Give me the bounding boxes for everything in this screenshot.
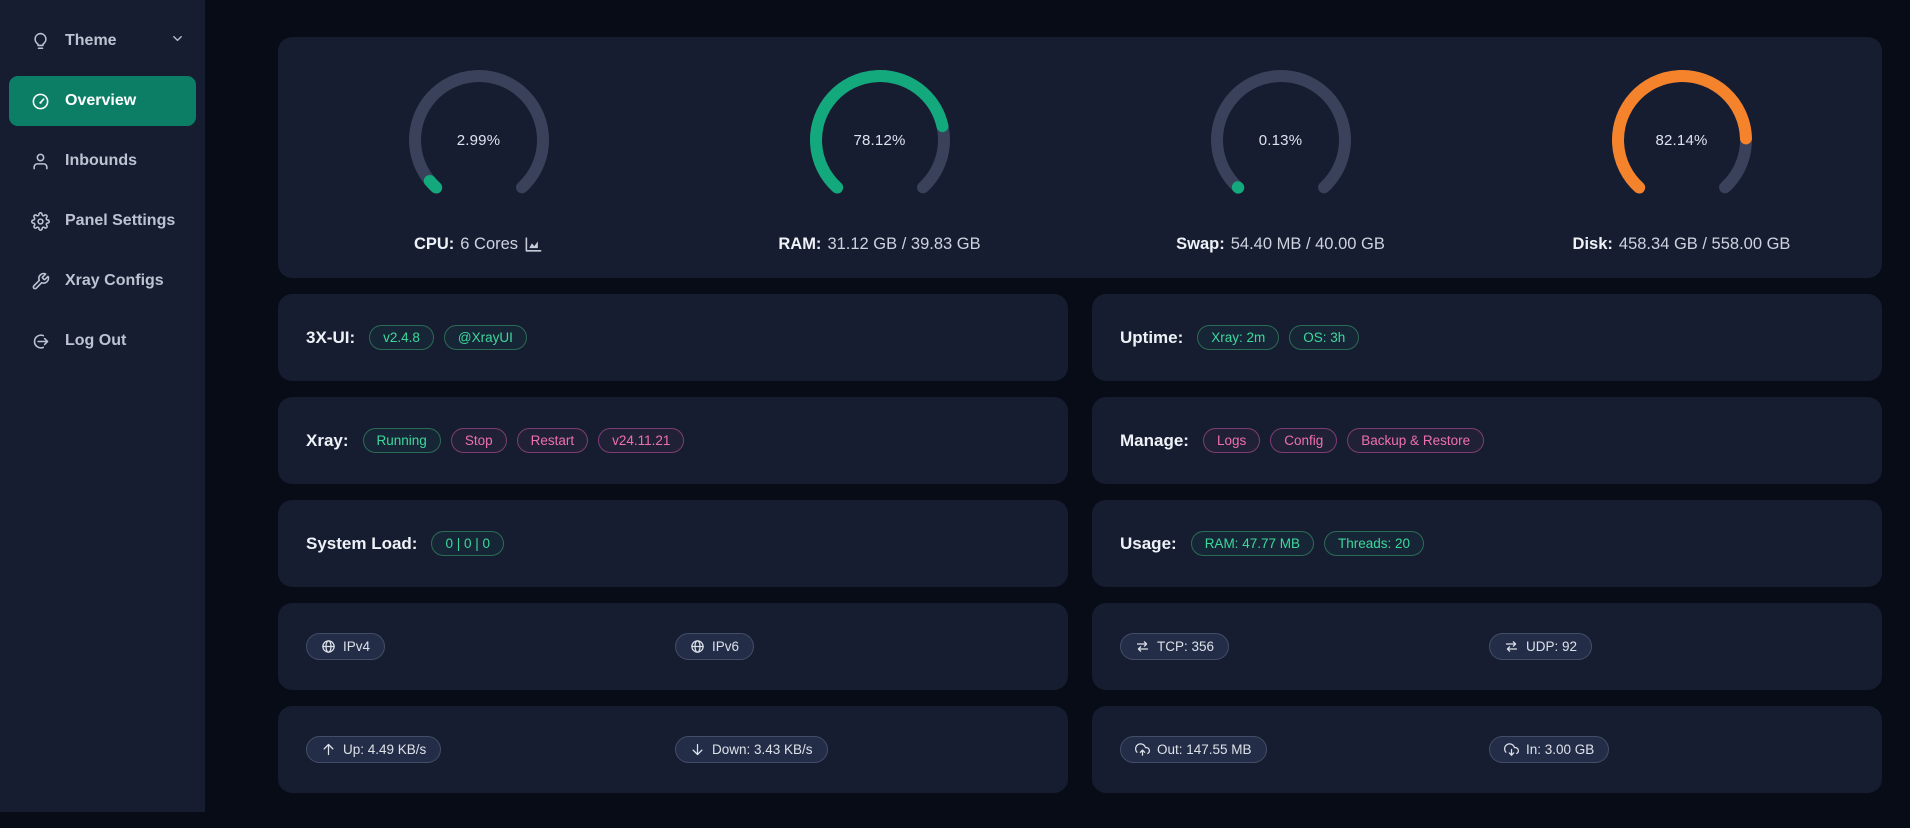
swap-icon xyxy=(1135,639,1150,654)
usage-ram-badge: RAM: 47.77 MB xyxy=(1190,531,1314,556)
sidebar-item-xray-configs[interactable]: Xray Configs xyxy=(0,256,205,306)
uptime-card: Uptime: Xray: 2m OS: 3h xyxy=(1092,294,1882,381)
traffic-in-pill: In: 3.00 GB xyxy=(1489,736,1610,763)
chevron-down-icon xyxy=(170,31,185,51)
network-speed-card: Up: 4.49 KB/s Down: 3.43 KB/s xyxy=(278,706,1068,793)
xui-telegram-badge[interactable]: @XrayUI xyxy=(443,325,527,350)
arrow-down-icon xyxy=(690,742,705,757)
wrench-icon xyxy=(31,272,50,291)
ipv4-pill[interactable]: IPv4 xyxy=(306,633,386,660)
ipv6-pill[interactable]: IPv6 xyxy=(675,633,755,660)
system-load-label: System Load: xyxy=(306,533,418,553)
ip-card: IPv4 IPv6 xyxy=(278,603,1068,690)
system-gauges-card: 2.99% CPU: 6 Cores 78.12% RAM: xyxy=(278,37,1882,278)
traffic-totals-card: Out: 147.55 MB In: 3.00 GB xyxy=(1092,706,1882,793)
logs-button[interactable]: Logs xyxy=(1202,428,1261,453)
sidebar-item-label: Xray Configs xyxy=(65,272,164,289)
disk-gauge: 82.14% Disk: 458.34 GB / 558.00 GB xyxy=(1481,65,1882,278)
sidebar-item-label: Panel Settings xyxy=(65,212,176,229)
usage-label: Usage: xyxy=(1120,533,1177,553)
sidebar: Theme Overview Inbounds Panel Settings X… xyxy=(0,0,205,812)
backup-restore-button[interactable]: Backup & Restore xyxy=(1347,428,1485,453)
cpu-chart-icon[interactable] xyxy=(524,235,543,254)
sidebar-item-log-out[interactable]: Log Out xyxy=(0,316,205,366)
sidebar-item-label: Overview xyxy=(65,92,137,109)
ram-percent: 78.12% xyxy=(853,131,906,149)
swap-gauge: 0.13% Swap: 54.40 MB / 40.00 GB xyxy=(1080,65,1481,278)
bulb-icon xyxy=(31,32,50,51)
cloud-up-icon xyxy=(1135,742,1150,757)
system-load-card: System Load: 0 | 0 | 0 xyxy=(278,500,1068,587)
swap-icon xyxy=(1504,639,1519,654)
globe-icon xyxy=(690,639,705,654)
sidebar-item-theme[interactable]: Theme xyxy=(0,16,205,66)
tcp-count-pill[interactable]: TCP: 356 xyxy=(1120,633,1230,660)
xray-label: Xray: xyxy=(306,430,349,450)
globe-icon xyxy=(321,639,336,654)
connections-card: TCP: 356 UDP: 92 xyxy=(1092,603,1882,690)
xray-running-badge: Running xyxy=(362,428,441,453)
user-icon xyxy=(31,152,50,171)
arrow-up-icon xyxy=(321,742,336,757)
disk-percent: 82.14% xyxy=(1655,131,1708,149)
cloud-down-icon xyxy=(1504,742,1519,757)
xray-stop-button[interactable]: Stop xyxy=(450,428,507,453)
sidebar-item-label: Theme xyxy=(65,32,117,49)
uptime-os-badge: OS: 3h xyxy=(1289,325,1360,350)
sidebar-item-inbounds[interactable]: Inbounds xyxy=(0,136,205,186)
status-rows: 3X-UI: v2.4.8 @XrayUI Uptime: Xray: 2m O… xyxy=(278,294,1882,793)
xui-label: 3X-UI: xyxy=(306,327,356,347)
cpu-label: CPU: 6 Cores xyxy=(414,235,543,254)
logout-icon xyxy=(31,332,50,351)
ram-gauge: 78.12% RAM: 31.12 GB / 39.83 GB xyxy=(679,65,1080,278)
ram-gauge-ring: 78.12% xyxy=(805,65,955,215)
disk-label: Disk: 458.34 GB / 558.00 GB xyxy=(1572,235,1791,253)
traffic-out-pill: Out: 147.55 MB xyxy=(1120,736,1267,763)
uptime-label: Uptime: xyxy=(1120,327,1184,347)
xui-version-card: 3X-UI: v2.4.8 @XrayUI xyxy=(278,294,1068,381)
usage-card: Usage: RAM: 47.77 MB Threads: 20 xyxy=(1092,500,1882,587)
cpu-gauge: 2.99% CPU: 6 Cores xyxy=(278,65,679,278)
swap-gauge-ring: 0.13% xyxy=(1206,65,1356,215)
dashboard-icon xyxy=(31,92,50,111)
cpu-percent: 2.99% xyxy=(456,131,501,149)
sidebar-item-panel-settings[interactable]: Panel Settings xyxy=(0,196,205,246)
xray-restart-button[interactable]: Restart xyxy=(516,428,589,453)
sidebar-item-overview[interactable]: Overview xyxy=(9,76,196,126)
ram-label: RAM: 31.12 GB / 39.83 GB xyxy=(778,235,981,253)
disk-gauge-ring: 82.14% xyxy=(1607,65,1757,215)
udp-count-pill[interactable]: UDP: 92 xyxy=(1489,633,1593,660)
gear-icon xyxy=(31,212,50,231)
upload-speed-pill: Up: 4.49 KB/s xyxy=(306,736,442,763)
sidebar-item-label: Log Out xyxy=(65,332,127,349)
sidebar-item-label: Inbounds xyxy=(65,152,137,169)
usage-threads-badge: Threads: 20 xyxy=(1323,531,1425,556)
manage-label: Manage: xyxy=(1120,430,1189,450)
swap-percent: 0.13% xyxy=(1258,131,1303,149)
swap-label: Swap: 54.40 MB / 40.00 GB xyxy=(1176,235,1385,253)
main-content: 2.99% CPU: 6 Cores 78.12% RAM: xyxy=(205,0,1910,812)
config-button[interactable]: Config xyxy=(1270,428,1338,453)
cpu-gauge-ring: 2.99% xyxy=(404,65,554,215)
uptime-xray-badge: Xray: 2m xyxy=(1197,325,1280,350)
download-speed-pill: Down: 3.43 KB/s xyxy=(675,736,828,763)
system-load-badge: 0 | 0 | 0 xyxy=(431,531,505,556)
xui-version-badge[interactable]: v2.4.8 xyxy=(369,325,434,350)
manage-card: Manage: Logs Config Backup & Restore xyxy=(1092,397,1882,484)
xray-version-badge[interactable]: v24.11.21 xyxy=(598,428,685,453)
xray-status-card: Xray: Running Stop Restart v24.11.21 xyxy=(278,397,1068,484)
